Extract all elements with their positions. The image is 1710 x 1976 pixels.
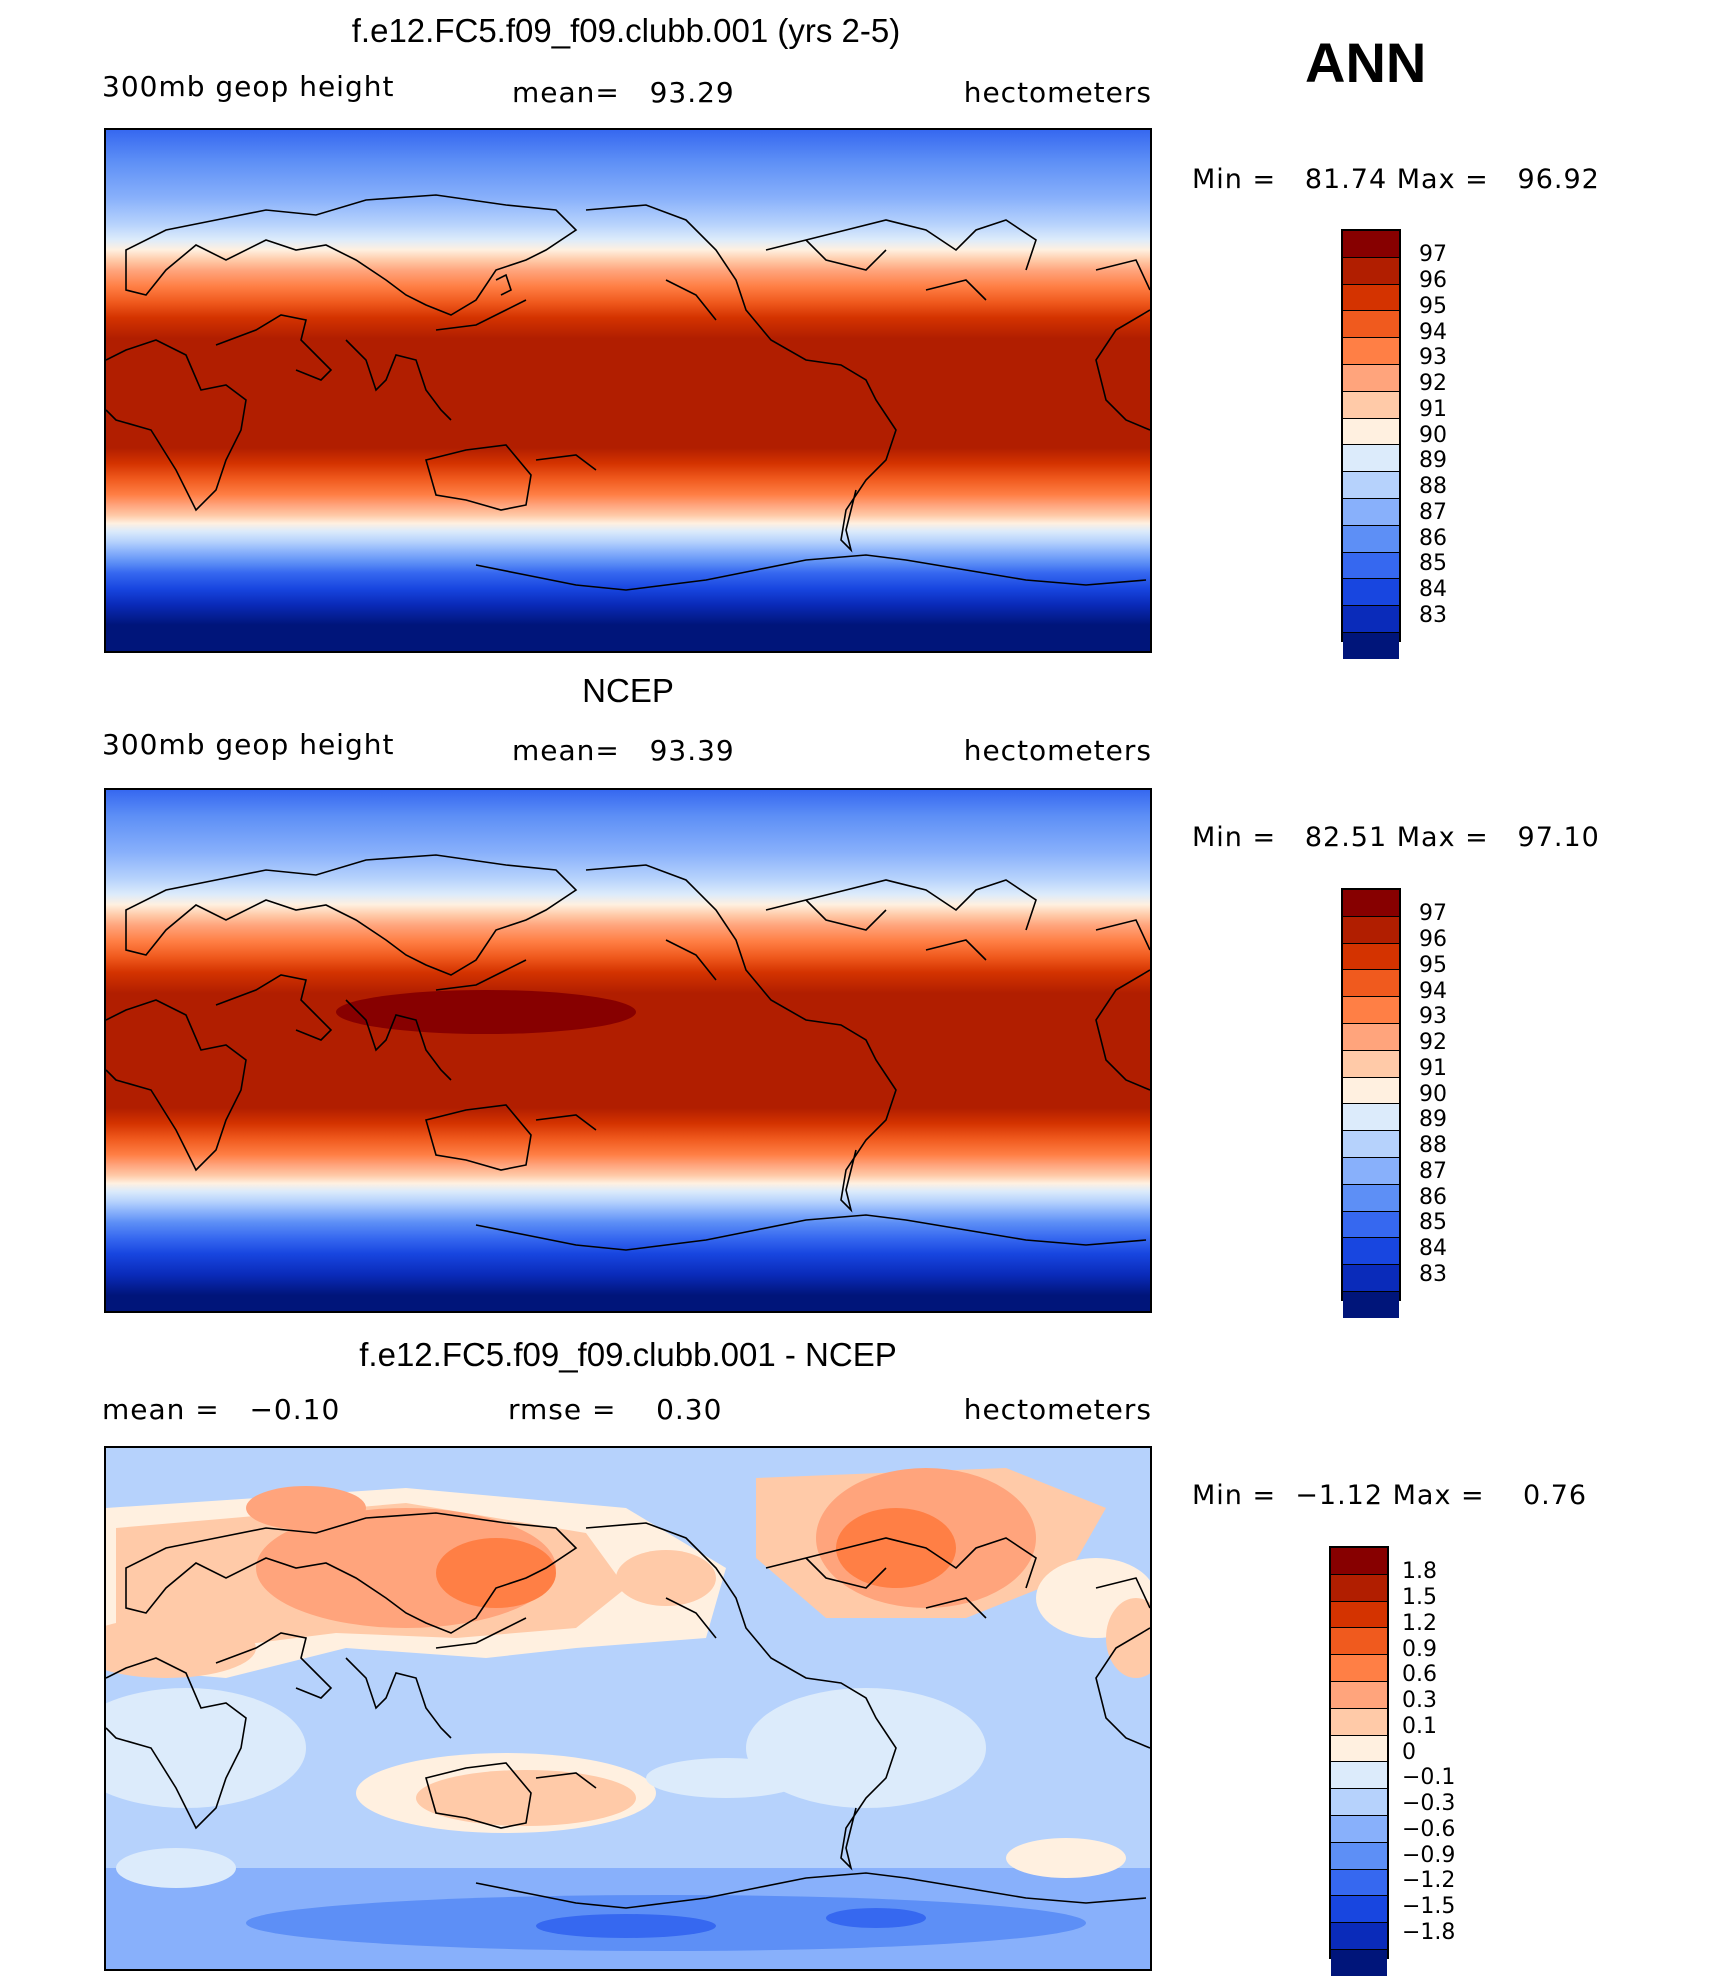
panel2-colorbar-tick: 84 [1419,1236,1447,1261]
panel1-colorbar-tick: 93 [1419,345,1447,370]
panel3-colorbar-tick: −1.5 [1402,1894,1456,1919]
panel2-minmax: Min = 82.51 Max = 97.10 [1192,822,1600,853]
panel3-colorbar-tick: −1.8 [1402,1920,1456,1945]
panel3-map [104,1446,1152,1971]
panel1-units-label: hectometers [963,76,1152,109]
panel1-colorbar-tick: 97 [1419,242,1447,267]
panel2-colorbar-tick: 89 [1419,1107,1447,1132]
panel3-mean-label: mean = −0.10 [102,1393,341,1426]
panel3-colorbar [1329,1546,1389,1976]
panel1-colorbar-tick: 86 [1419,526,1447,551]
panel3-title: f.e12.FC5.f09_f09.clubb.001 - NCEP [359,1336,897,1373]
panel2-colorbar-tick: 83 [1419,1262,1447,1287]
panel2-colorbar-tick: 87 [1419,1159,1447,1184]
panel2-colorbar-tick: 97 [1419,901,1447,926]
panel3-colorbar-tick: −0.6 [1402,1817,1456,1842]
panel3-colorbar-tick: −0.3 [1402,1791,1456,1816]
panel2-map [104,788,1152,1313]
panel3-colorbar-tick: −0.9 [1402,1843,1456,1868]
panel2-left-label: 300mb geop height [102,728,395,761]
panel2-colorbar-tick: 85 [1419,1210,1447,1235]
panel1-colorbar-tick: 94 [1419,320,1447,345]
panel1-left-label: 300mb geop height [102,70,395,103]
panel2-colorbar-tick: 93 [1419,1004,1447,1029]
panel2-colorbar-tick: 92 [1419,1030,1447,1055]
panel1-colorbar-tick: 87 [1419,500,1447,525]
panel2-colorbar-tick: 94 [1419,979,1447,1004]
panel3-colorbar-tick: 0.3 [1402,1688,1437,1713]
panel1-colorbar-tick: 88 [1419,474,1447,499]
panel1-colorbar-tick: 89 [1419,448,1447,473]
panel2-colorbar-tick: 88 [1419,1133,1447,1158]
panel2-colorbar-tick: 86 [1419,1185,1447,1210]
panel3-colorbar-tick: −0.1 [1402,1765,1456,1790]
panel2-mean-label: mean= 93.39 [512,734,735,767]
panel1-mean-label: mean= 93.29 [512,76,735,109]
panel3-colorbar-tick: 1.5 [1402,1585,1437,1610]
panel2-title: NCEP [582,672,674,709]
panel1-colorbar-tick: 90 [1419,423,1447,448]
panel1-title: f.e12.FC5.f09_f09.clubb.001 (yrs 2-5) [351,12,901,49]
panel3-colorbar-tick: 0.6 [1402,1662,1437,1687]
panel3-colorbar-tick: 0 [1402,1740,1416,1765]
panel3-minmax: Min = −1.12 Max = 0.76 [1192,1480,1588,1511]
panel3-colorbar-tick: 1.8 [1402,1559,1437,1584]
panel3-colorbar-tick: 1.2 [1402,1611,1437,1636]
panel1-map [104,128,1152,653]
panel1-colorbar-tick: 96 [1419,268,1447,293]
panel2-colorbar [1341,888,1401,1318]
panel3-colorbar-tick: −1.2 [1402,1868,1456,1893]
panel1-colorbar [1341,229,1401,659]
panel3-colorbar-tick: 0.9 [1402,1637,1437,1662]
panel3-rmse-label: rmse = 0.30 [508,1393,723,1426]
panel1-minmax: Min = 81.74 Max = 96.92 [1192,164,1600,195]
panel1-colorbar-tick: 85 [1419,551,1447,576]
panel3-units-label: hectometers [963,1393,1152,1426]
panel1-colorbar-tick: 83 [1419,603,1447,628]
panel1-colorbar-tick: 91 [1419,397,1447,422]
panel2-units-label: hectometers [963,734,1152,767]
panel1-colorbar-tick: 84 [1419,577,1447,602]
panel2-colorbar-tick: 91 [1419,1056,1447,1081]
panel3-colorbar-tick: 0.1 [1402,1714,1437,1739]
season-label: ANN [1305,31,1427,94]
panel1-colorbar-tick: 92 [1419,371,1447,396]
panel1-colorbar-tick: 95 [1419,294,1447,319]
panel2-colorbar-tick: 95 [1419,953,1447,978]
panel2-colorbar-tick: 96 [1419,927,1447,952]
panel2-colorbar-tick: 90 [1419,1082,1447,1107]
